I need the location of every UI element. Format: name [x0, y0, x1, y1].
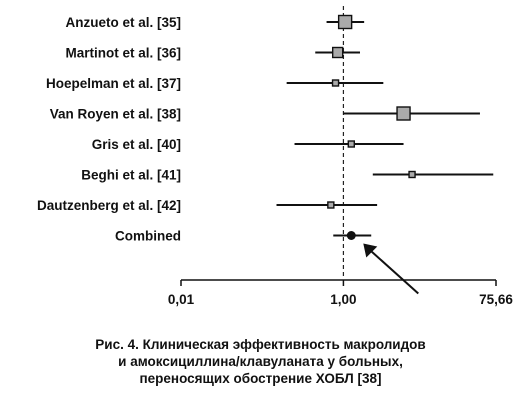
annotation-arrow — [368, 248, 419, 295]
study-label: Hoepelman et al. [37] — [46, 76, 181, 91]
study-label: Dautzenberg et al. [42] — [37, 198, 181, 213]
estimate-box — [331, 79, 340, 87]
study-label: Gris et al. [40] — [92, 137, 181, 152]
study-row: Beghi et al. [41] — [81, 168, 494, 183]
figure-caption: Рис. 4. Клиническая эффективность макрол… — [20, 336, 501, 387]
estimate-box — [327, 201, 335, 209]
combined-label: Combined — [115, 229, 181, 244]
study-row: Dautzenberg et al. [42] — [37, 198, 378, 213]
study-label: Martinot et al. [36] — [65, 46, 181, 61]
x-tick-label: 0,01 — [168, 292, 195, 307]
study-row: Martinot et al. [36] — [65, 46, 360, 61]
arrow-head-icon — [363, 243, 378, 258]
study-row: Hoepelman et al. [37] — [46, 76, 384, 91]
study-label: Van Royen et al. [38] — [50, 107, 181, 122]
caption-line-2: и амоксициллина/клавуланата у больных, — [118, 354, 403, 369]
study-label: Beghi et al. [41] — [81, 168, 181, 183]
caption-line-3: переносящих обострение ХОБЛ [38] — [139, 371, 382, 386]
estimate-box — [331, 46, 344, 59]
caption-line-1: Рис. 4. Клиническая эффективность макрол… — [95, 337, 426, 352]
estimate-box — [408, 170, 416, 179]
study-row: Anzueto et al. [35] — [65, 14, 365, 30]
combined-row: Combined — [115, 229, 372, 244]
estimate-box — [347, 140, 355, 148]
estimate-box — [396, 106, 411, 121]
x-tick-label: 75,66 — [479, 292, 513, 307]
x-tick-label: 1,00 — [330, 292, 356, 307]
estimate-box — [337, 14, 353, 30]
study-row: Van Royen et al. [38] — [50, 106, 480, 122]
study-label: Anzueto et al. [35] — [65, 15, 181, 30]
combined-estimate-dot — [346, 231, 356, 240]
study-row: Gris et al. [40] — [92, 137, 404, 152]
